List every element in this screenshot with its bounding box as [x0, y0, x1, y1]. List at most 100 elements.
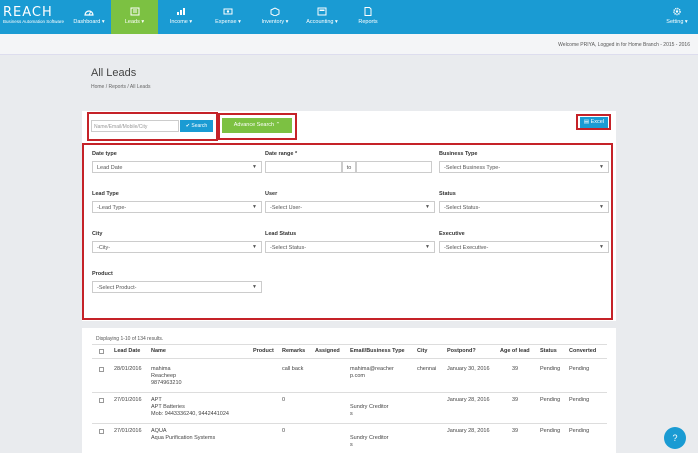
lead-type-select[interactable]: -Lead Type- ▼	[92, 201, 262, 213]
select-all-checkbox[interactable]	[99, 349, 104, 354]
results-summary: Displaying 1-10 of 134 results.	[96, 336, 164, 342]
product-value: -Select Product-	[97, 285, 137, 291]
date-type-value: Lead Date	[97, 165, 123, 171]
caret-down-icon: ▼	[252, 204, 257, 210]
table-divider	[92, 358, 607, 359]
nav-settings[interactable]: Setting ▾	[660, 0, 694, 34]
cell-name: APT	[151, 397, 162, 403]
advance-search-button[interactable]: Advance Search ⌃	[222, 118, 292, 133]
th-age[interactable]: Age of lead	[500, 348, 530, 354]
nav-expense[interactable]: Expense ▾	[208, 0, 248, 34]
cell-converted: Pending	[569, 397, 590, 403]
th-name[interactable]: Name	[151, 348, 166, 354]
user-select[interactable]: -Select User- ▼	[265, 201, 435, 213]
cell-date: 27/01/2016	[114, 397, 142, 403]
breadcrumb[interactable]: Home / Reports / All Leads	[91, 84, 151, 90]
cell-email: s	[350, 411, 353, 417]
th-status[interactable]: Status	[540, 348, 557, 354]
help-chat-button[interactable]: ?	[664, 427, 686, 449]
th-product[interactable]: Product	[253, 348, 274, 354]
lead-type-value: -Lead Type-	[97, 205, 127, 211]
date-type-label: Date type	[92, 151, 117, 157]
caret-down-icon: ▼	[599, 244, 604, 250]
table-divider	[92, 423, 607, 424]
th-postpond[interactable]: Postpond?	[447, 348, 476, 354]
date-range-to: to	[342, 161, 356, 173]
caret-down-icon: ▼	[425, 244, 430, 250]
results-panel	[82, 328, 616, 453]
city-select[interactable]: -City- ▼	[92, 241, 262, 253]
caret-down-icon: ▼	[599, 204, 604, 210]
dashboard-icon	[84, 10, 94, 16]
file-icon: ▤	[583, 119, 590, 125]
cell-status: Pending	[540, 428, 561, 434]
city-value: -City-	[97, 245, 111, 251]
th-city[interactable]: City	[417, 348, 428, 354]
nav-leads[interactable]: Leads ▾	[111, 0, 158, 34]
cell-name: APT Batteries	[151, 404, 185, 410]
cell-postpond: January 28, 2016	[447, 397, 490, 403]
product-select[interactable]: -Select Product- ▼	[92, 281, 262, 293]
cell-converted: Pending	[569, 428, 590, 434]
row-checkbox[interactable]	[99, 398, 104, 403]
row-checkbox[interactable]	[99, 429, 104, 434]
check-icon: ✔	[185, 123, 190, 129]
nav-income-label: Income ▾	[169, 19, 193, 25]
advance-search-highlight	[218, 113, 297, 140]
inventory-icon	[270, 7, 280, 16]
expense-icon	[223, 8, 233, 15]
executive-select[interactable]: -Select Executive- ▼	[439, 241, 609, 253]
cell-date: 27/01/2016	[114, 428, 142, 434]
row-checkbox[interactable]	[99, 367, 104, 372]
user-label: User	[265, 191, 278, 197]
logo[interactable]: REACH Business Automation Software	[3, 6, 64, 25]
nav-accounting[interactable]: Accounting ▾	[302, 0, 342, 34]
table-divider	[92, 344, 607, 345]
executive-label: Executive	[439, 231, 465, 237]
cell-remarks: 0	[282, 397, 286, 403]
nav-inventory[interactable]: Inventory ▾	[255, 0, 295, 34]
search-input[interactable]: Name/Email/Mobile/City	[91, 120, 179, 132]
date-to-input[interactable]	[356, 161, 432, 173]
search-button[interactable]: ✔ Search	[180, 120, 213, 132]
top-navbar: REACH Business Automation Software Dashb…	[0, 0, 698, 34]
business-type-value: -Select Business Type-	[444, 165, 501, 171]
th-email[interactable]: Email/Business Type	[350, 348, 405, 354]
business-type-select[interactable]: -Select Business Type- ▼	[439, 161, 609, 173]
question-icon: ?	[672, 433, 678, 443]
excel-highlight	[576, 114, 611, 130]
date-type-select[interactable]: Lead Date ▼	[92, 161, 262, 173]
nav-income[interactable]: Income ▾	[162, 0, 200, 34]
nav-inventory-label: Inventory ▾	[261, 19, 289, 25]
caret-down-icon: ▼	[252, 284, 257, 290]
chevron-up-icon: ⌃	[275, 122, 281, 128]
cell-age: 39	[512, 428, 519, 434]
cell-name: 9874963210	[151, 380, 182, 386]
excel-button[interactable]: ▤ Excel	[580, 117, 608, 128]
lead-status-select[interactable]: -Select Status- ▼	[265, 241, 435, 253]
status-select[interactable]: -Select Status- ▼	[439, 201, 609, 213]
nav-reports[interactable]: Reports	[350, 0, 386, 34]
caret-down-icon: ▼	[599, 164, 604, 170]
page-title: All Leads	[91, 67, 137, 79]
cell-postpond: January 30, 2016	[447, 366, 490, 372]
cell-age: 39	[512, 397, 519, 403]
welcome-text: Welcome PRIYA, Logged in for Home Branch…	[558, 42, 690, 48]
business-type-label: Business Type	[439, 151, 478, 157]
date-range-label: Date range *	[265, 151, 298, 157]
caret-down-icon: ▼	[252, 244, 257, 250]
advance-search-label: Advance Search	[233, 122, 275, 128]
cell-email: Sundry Creditor	[350, 404, 389, 410]
th-assigned[interactable]: Assigned	[315, 348, 340, 354]
cell-remarks: call back	[282, 366, 304, 372]
cell-age: 39	[512, 366, 519, 372]
excel-label: Excel	[590, 119, 605, 125]
search-highlight	[87, 112, 218, 141]
nav-dashboard[interactable]: Dashboard ▾	[70, 0, 108, 34]
th-lead-date[interactable]: Lead Date	[114, 348, 141, 354]
date-from-input[interactable]	[265, 161, 342, 173]
caret-down-icon: ▼	[425, 204, 430, 210]
nav-reports-label: Reports	[358, 19, 378, 25]
th-remarks[interactable]: Remarks	[282, 348, 306, 354]
th-converted[interactable]: Converted	[569, 348, 597, 354]
